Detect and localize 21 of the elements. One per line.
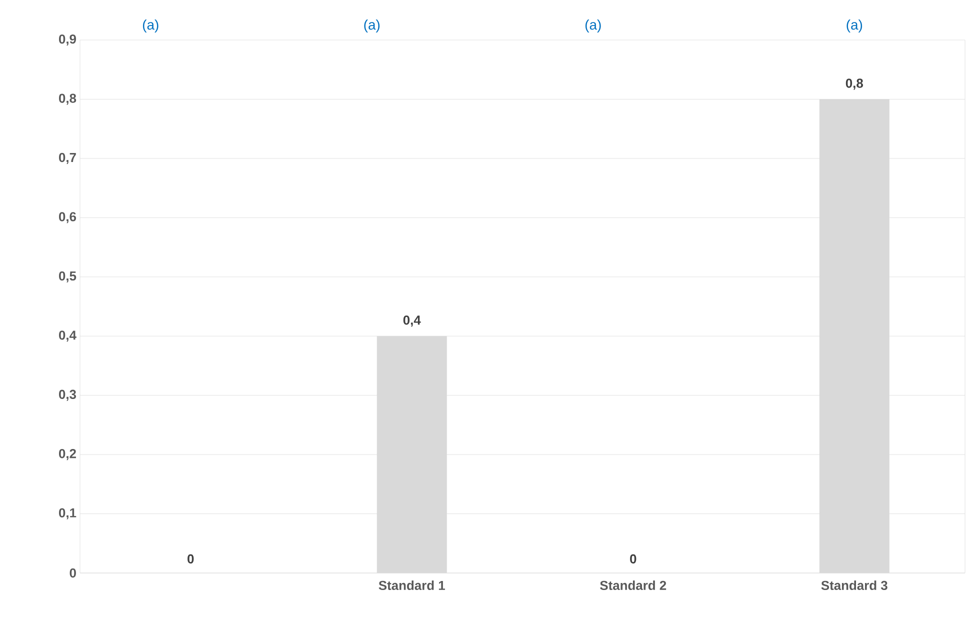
- y-tick-label: 0: [70, 568, 76, 578]
- x-tick-label: Standard 3: [821, 580, 888, 590]
- text: (a): [585, 19, 601, 32]
- y-tick-label: 0,5: [58, 271, 76, 282]
- y-tick-label: 0,1: [58, 508, 76, 520]
- x-tick-label: Standard 1: [378, 580, 445, 590]
- data-label: 0,4: [403, 316, 421, 327]
- y-tick-label: 0,9: [58, 34, 76, 46]
- y-tick-label: 0,6: [58, 212, 76, 224]
- data-label: 0,8: [846, 78, 863, 90]
- text: (a): [142, 19, 158, 32]
- text: (a): [846, 19, 862, 32]
- y-tick-label: 0,3: [58, 390, 76, 401]
- y-tick-label: 0,8: [58, 94, 76, 105]
- x-tick-label: Standard 2: [600, 580, 666, 590]
- data-label: 0: [630, 554, 636, 564]
- y-tick-label: 0,7: [58, 152, 76, 164]
- data-label: 0: [188, 554, 194, 564]
- y-tick-label: 0,4: [58, 330, 76, 342]
- text: (a): [364, 19, 380, 32]
- y-tick-label: 0,2: [58, 449, 76, 460]
